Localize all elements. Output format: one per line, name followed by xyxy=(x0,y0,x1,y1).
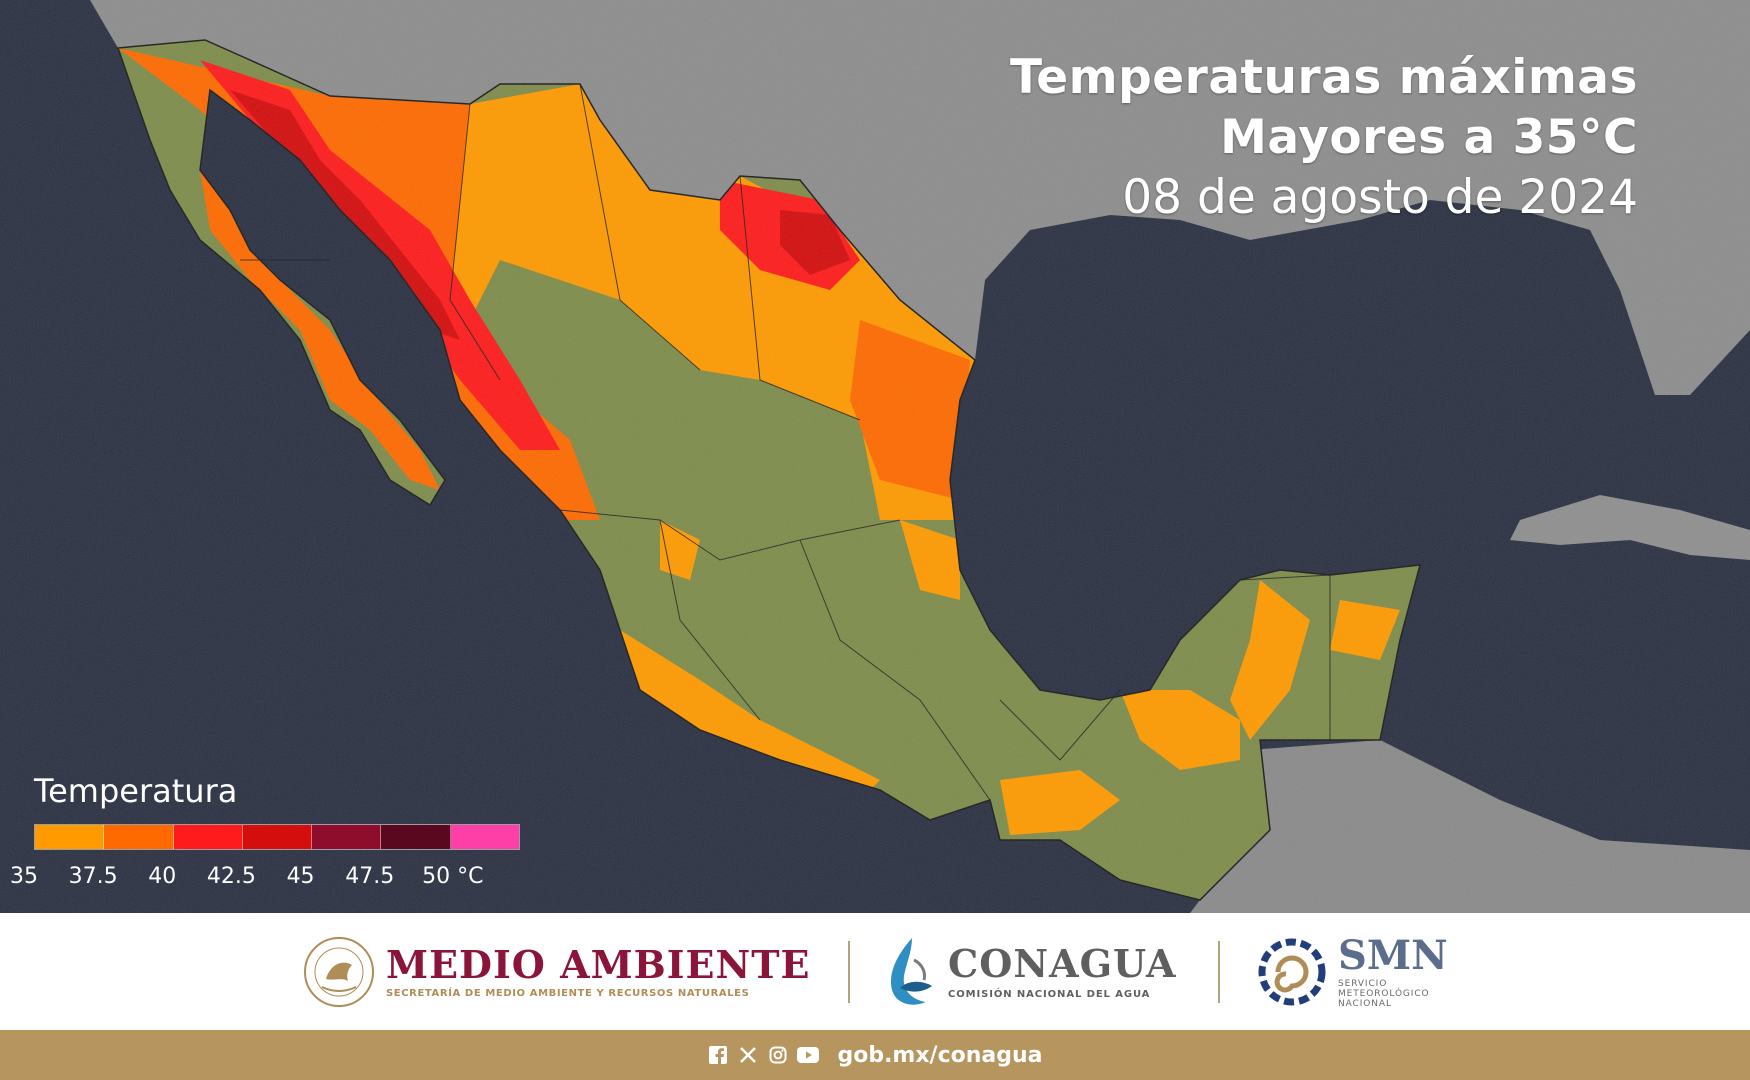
legend-swatch xyxy=(35,825,105,849)
title-line-2: Mayores a 35°C xyxy=(1220,110,1638,165)
title-line-1: Temperaturas máximas xyxy=(1009,50,1638,105)
legend-color-bar xyxy=(34,824,520,850)
temperature-legend: Temperatura 35 37.5 40 42.5 45 47.5 50 °C xyxy=(10,772,538,894)
mexican-seal-icon xyxy=(304,936,374,1007)
legend-tick-label: 40 xyxy=(148,864,177,889)
legend-swatch xyxy=(381,825,451,849)
facebook-icon[interactable] xyxy=(707,1044,729,1066)
instagram-icon[interactable] xyxy=(767,1044,789,1066)
temperature-map: Temperaturas máximas Mayores a 35°C 08 d… xyxy=(0,0,1750,913)
date-label: 08 de agosto de 2024 xyxy=(1122,170,1638,225)
conagua-logo: CONAGUA COMISIÓN NACIONAL DEL AGUA xyxy=(882,913,1176,1030)
smn-subtitle: SERVICIO METEOROLÓGICO NACIONAL xyxy=(1338,978,1430,1009)
legend-tick-label: 42.5 xyxy=(206,864,256,889)
legend-ticks: 35 37.5 40 42.5 45 47.5 50 °C xyxy=(10,864,538,894)
legend-title: Temperatura xyxy=(34,772,238,810)
footer-bar: gob.mx/conagua xyxy=(0,1030,1750,1080)
legend-tick-label: 50 °C xyxy=(422,864,484,889)
medio-ambiente-subtitle: SECRETARÍA DE MEDIO AMBIENTE Y RECURSOS … xyxy=(386,988,750,999)
logo-strip: MEDIO AMBIENTE SECRETARÍA DE MEDIO AMBIE… xyxy=(0,913,1750,1030)
legend-swatch xyxy=(173,825,243,849)
medio-ambiente-logo: MEDIO AMBIENTE SECRETARÍA DE MEDIO AMBIE… xyxy=(302,913,810,1030)
divider xyxy=(848,941,850,1003)
medio-ambiente-name: MEDIO AMBIENTE xyxy=(386,942,811,987)
legend-tick-label: 35 xyxy=(10,864,38,889)
smn-logo: SMN SERVICIO METEOROLÓGICO NACIONAL xyxy=(1254,913,1448,1030)
conagua-water-icon xyxy=(890,937,932,1005)
footer-url[interactable]: gob.mx/conagua xyxy=(837,1042,1043,1068)
legend-swatch xyxy=(312,825,382,849)
legend-tick-label: 37.5 xyxy=(68,864,118,889)
title-block: Temperaturas máximas Mayores a 35°C 08 d… xyxy=(1010,48,1638,228)
legend-tick-label: 47.5 xyxy=(345,864,395,889)
legend-swatch xyxy=(104,825,174,849)
divider xyxy=(1218,941,1220,1003)
legend-tick-label: 45 xyxy=(286,864,315,889)
legend-swatch xyxy=(242,825,313,849)
youtube-icon[interactable] xyxy=(797,1044,820,1066)
smn-spiral-icon xyxy=(1258,938,1326,1005)
smn-name: SMN xyxy=(1338,931,1448,979)
legend-swatch xyxy=(450,825,519,849)
x-icon[interactable] xyxy=(737,1044,759,1066)
conagua-name: CONAGUA xyxy=(948,941,1177,986)
social-icons xyxy=(707,1044,820,1066)
conagua-subtitle: COMISIÓN NACIONAL DEL AGUA xyxy=(948,989,1151,1000)
